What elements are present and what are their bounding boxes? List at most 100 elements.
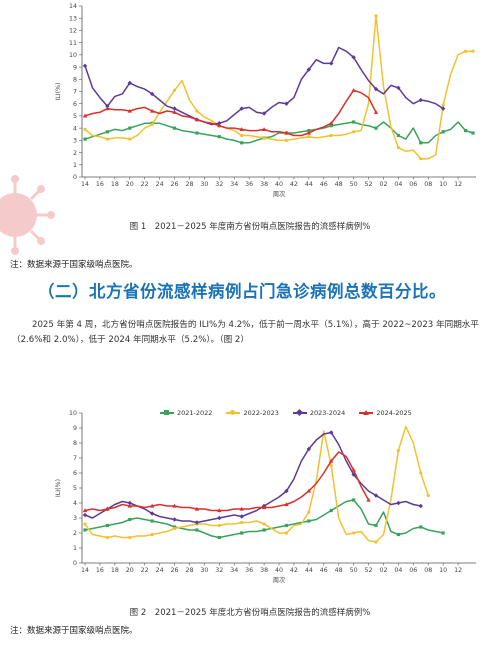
y-tick-label: 13 (69, 15, 77, 22)
x-tick-label: 36 (245, 567, 253, 574)
data-point (329, 121, 334, 125)
y-tick-label: 11 (69, 40, 77, 47)
data-point (306, 67, 312, 72)
data-point (195, 131, 199, 135)
x-tick-label: 12 (454, 567, 462, 574)
data-point (284, 138, 289, 142)
data-point (306, 446, 312, 452)
data-point (419, 157, 423, 161)
data-point (172, 503, 177, 508)
x-tick-label: 22 (141, 181, 149, 188)
legend-label: 2021-2022 (177, 409, 213, 417)
data-point (127, 503, 132, 508)
section-heading: （二）北方省份流感样病例占门急诊病例总数百分比。 (38, 282, 446, 301)
data-point (172, 106, 177, 111)
data-point (172, 88, 177, 92)
data-point (217, 135, 221, 139)
legend-item: 2021-2022 (160, 409, 212, 417)
data-point (284, 502, 289, 507)
y-tick-label: 6 (73, 101, 77, 108)
legend-label: 2022-2023 (243, 409, 279, 417)
x-tick-label: 04 (394, 181, 402, 188)
data-point (150, 122, 154, 127)
data-point (396, 133, 400, 138)
circle-marker-icon (230, 410, 236, 415)
x-tick-label: 32 (215, 567, 223, 574)
data-point (150, 532, 154, 537)
legend-item: 2022-2023 (226, 409, 279, 417)
data-point (419, 525, 423, 529)
data-point (239, 106, 244, 111)
data-point (127, 108, 132, 113)
data-point (418, 503, 423, 509)
data-point (306, 488, 312, 493)
triangle-marker-icon (363, 410, 370, 415)
data-point (329, 124, 333, 128)
x-tick-label: 18 (111, 567, 119, 574)
data-point (149, 503, 155, 508)
data-point (284, 130, 289, 135)
legend-swatch (226, 410, 241, 415)
legend-item: 2023-2024 (292, 408, 345, 417)
x-tick-label: 38 (260, 181, 268, 188)
x-tick-label: 12 (454, 181, 462, 188)
data-point (366, 497, 371, 502)
x-tick-label: 04 (394, 567, 402, 574)
data-point (426, 493, 430, 498)
data-point (419, 141, 423, 145)
data-point (441, 103, 445, 107)
y-tick-label: 6 (73, 470, 77, 477)
data-point (127, 80, 132, 86)
data-point (83, 137, 87, 141)
data-point (261, 127, 267, 131)
x-tick-label: 18 (111, 181, 119, 188)
y-axis-label: ILI(%) (55, 82, 62, 100)
y-tick-label: 2 (73, 530, 77, 537)
data-point (128, 535, 132, 540)
y-tick-label: 14 (69, 3, 77, 10)
y-tick-label: 7 (73, 89, 77, 96)
x-tick-label: 46 (320, 181, 328, 188)
x-tick-label: 28 (185, 181, 193, 188)
x-tick-label: 46 (320, 567, 328, 574)
data-point (195, 109, 199, 113)
y-tick-label: 3 (73, 515, 77, 522)
x-tick-label: 24 (156, 181, 164, 188)
x-tick-label: 30 (200, 181, 208, 188)
y-tick-label: 3 (73, 138, 77, 145)
data-point (172, 110, 177, 114)
data-point (105, 130, 109, 134)
data-point (128, 517, 132, 522)
y-tick-label: 8 (73, 440, 77, 447)
y-tick-label: 4 (73, 500, 77, 507)
x-tick-label: 50 (350, 181, 358, 188)
data-point (351, 467, 356, 472)
data-point (284, 531, 289, 535)
data-point (149, 91, 155, 97)
data-point (374, 523, 378, 528)
data-point (396, 85, 401, 91)
x-tick-label: 24 (156, 567, 164, 574)
data-point (329, 133, 333, 138)
x-tick-label: 10 (439, 567, 447, 574)
data-point (284, 488, 289, 494)
x-tick-label: 44 (305, 567, 313, 574)
data-point (396, 500, 401, 506)
data-point (440, 106, 446, 111)
data-point (239, 506, 244, 511)
legend-label: 2024-2025 (376, 409, 412, 417)
square-marker-icon (164, 410, 169, 415)
data-point (217, 523, 221, 528)
x-tick-label: 10 (439, 181, 447, 188)
series-2024-2025 (82, 451, 371, 513)
x-tick-label: 30 (200, 567, 208, 574)
data-point (194, 520, 200, 525)
data-point (471, 131, 475, 135)
data-point (83, 522, 87, 526)
series-2024-2025 (82, 88, 379, 137)
data-point (172, 517, 177, 522)
data-point (240, 531, 244, 535)
x-tick-label: 28 (185, 567, 193, 574)
data-point (329, 463, 333, 468)
